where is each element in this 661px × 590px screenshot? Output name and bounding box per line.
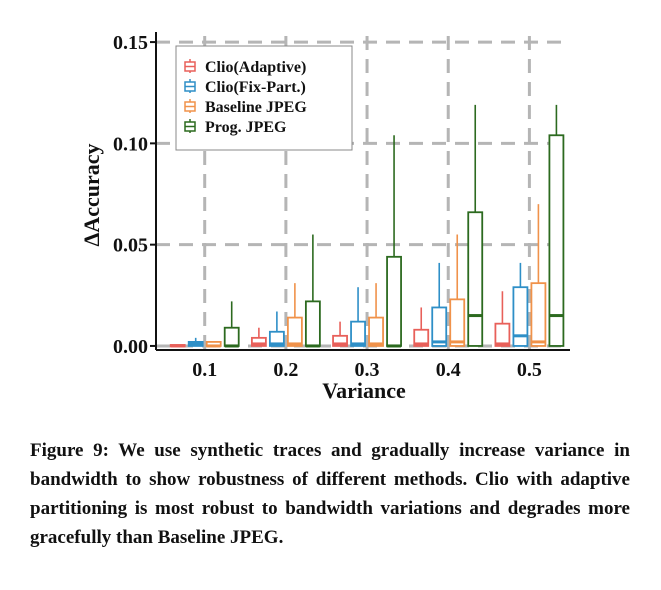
box-iqr bbox=[350, 320, 366, 347]
box-prog-jpeg-0.1 bbox=[223, 301, 240, 348]
box-clio-fix-part--0.1 bbox=[187, 337, 204, 347]
y-tick-label: 0.05 bbox=[113, 235, 148, 257]
y-axis-label: ΔAccuracy bbox=[79, 144, 104, 247]
box-prog-jpeg-0.4 bbox=[467, 104, 484, 347]
box-clio-fix-part--0.3 bbox=[350, 287, 366, 347]
box-iqr bbox=[512, 286, 529, 347]
box-baseline-jpeg-0.4 bbox=[449, 234, 466, 347]
box-iqr bbox=[413, 328, 430, 347]
box-baseline-jpeg-0.2 bbox=[286, 283, 303, 347]
axes: 0.00 0.05 0.10 0.15 0.1 0.2 0.3 0.4 0.5 bbox=[113, 32, 570, 381]
box-iqr bbox=[268, 330, 285, 347]
box-iqr bbox=[223, 326, 240, 347]
box-iqr bbox=[548, 134, 565, 347]
box-prog-jpeg-0.3 bbox=[386, 135, 402, 348]
box-prog-jpeg-0.2 bbox=[304, 234, 321, 348]
box-iqr bbox=[494, 322, 511, 347]
legend-box bbox=[175, 45, 353, 151]
box-plot-boxes bbox=[169, 104, 565, 348]
box-iqr bbox=[467, 211, 484, 347]
box-clio-adaptive--0.5 bbox=[494, 291, 511, 347]
box-iqr bbox=[368, 316, 384, 347]
box-baseline-jpeg-0.3 bbox=[368, 283, 384, 347]
legend-item: Prog. JPEG bbox=[184, 119, 287, 136]
box-clio-adaptive--0.2 bbox=[250, 327, 267, 347]
x-axis-label: Variance bbox=[322, 378, 406, 403]
x-tick-label: 0.2 bbox=[273, 359, 298, 381]
legend-label: Clio(Fix-Part.) bbox=[205, 79, 306, 96]
box-clio-fix-part--0.2 bbox=[268, 311, 285, 347]
box-iqr bbox=[530, 282, 547, 347]
box-iqr bbox=[449, 298, 466, 347]
box-iqr bbox=[332, 334, 348, 347]
x-tick-label: 0.3 bbox=[355, 359, 380, 381]
box-clio-adaptive--0.4 bbox=[413, 307, 430, 347]
x-tick-label: 0.5 bbox=[517, 359, 542, 381]
legend-label: Clio(Adaptive) bbox=[205, 59, 306, 76]
legend-item: Clio(Fix-Part.) bbox=[184, 79, 306, 96]
box-iqr bbox=[304, 300, 321, 347]
y-tick-label: 0.15 bbox=[113, 32, 148, 54]
box-iqr bbox=[250, 336, 267, 347]
box-iqr bbox=[386, 255, 402, 347]
box-clio-adaptive--0.1 bbox=[169, 344, 186, 348]
legend-item: Baseline JPEG bbox=[184, 99, 307, 116]
box-clio-adaptive--0.3 bbox=[332, 321, 348, 347]
box-clio-fix-part--0.5 bbox=[512, 262, 529, 347]
legend: Clio(Adaptive) Clio(Fix-Part.) Baseline JP… bbox=[175, 45, 353, 151]
legend-item: Clio(Adaptive) bbox=[184, 59, 306, 76]
box-baseline-jpeg-0.5 bbox=[530, 204, 547, 347]
y-tick-label: 0.00 bbox=[113, 336, 148, 358]
box-baseline-jpeg-0.1 bbox=[205, 340, 222, 348]
x-tick-label: 0.1 bbox=[192, 359, 217, 381]
box-clio-fix-part--0.4 bbox=[431, 262, 448, 347]
box-plot-chart: 0.00 0.05 0.10 0.15 0.1 0.2 0.3 0.4 0.5 Clio(Ada… bbox=[79, 32, 570, 403]
legend-label: Prog. JPEG bbox=[205, 119, 287, 136]
y-tick-label: 0.10 bbox=[113, 133, 148, 155]
box-iqr bbox=[286, 316, 303, 347]
legend-label: Baseline JPEG bbox=[205, 99, 307, 116]
figure-caption: Figure 9: We use synthetic traces and gr… bbox=[30, 440, 630, 548]
x-tick-label: 0.4 bbox=[436, 359, 461, 381]
box-prog-jpeg-0.5 bbox=[548, 104, 565, 347]
box-iqr bbox=[431, 306, 448, 347]
